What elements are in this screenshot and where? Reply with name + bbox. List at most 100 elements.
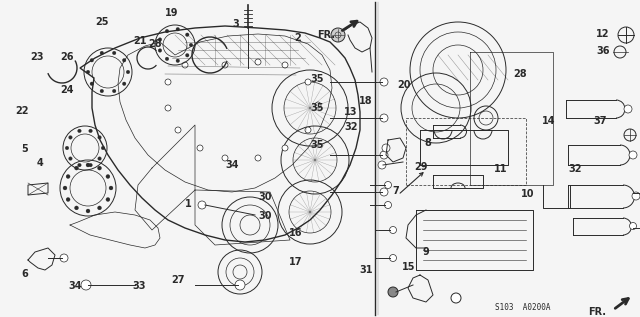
Circle shape bbox=[90, 58, 93, 62]
Circle shape bbox=[305, 79, 311, 85]
Circle shape bbox=[126, 70, 130, 74]
Text: 6: 6 bbox=[21, 269, 28, 279]
Text: 10: 10 bbox=[521, 189, 535, 199]
Circle shape bbox=[68, 136, 72, 139]
Text: 2: 2 bbox=[294, 33, 301, 43]
Circle shape bbox=[109, 186, 113, 190]
Circle shape bbox=[122, 58, 126, 62]
Circle shape bbox=[197, 145, 203, 151]
Circle shape bbox=[89, 129, 92, 133]
Circle shape bbox=[74, 166, 79, 170]
Circle shape bbox=[101, 146, 105, 150]
Circle shape bbox=[380, 188, 388, 196]
Text: 30: 30 bbox=[259, 211, 273, 221]
Circle shape bbox=[97, 206, 102, 210]
Circle shape bbox=[89, 163, 92, 167]
Circle shape bbox=[624, 105, 632, 113]
Circle shape bbox=[378, 161, 386, 169]
Circle shape bbox=[68, 157, 72, 160]
Circle shape bbox=[86, 70, 90, 74]
Circle shape bbox=[630, 223, 637, 230]
Circle shape bbox=[86, 163, 90, 167]
Circle shape bbox=[388, 287, 398, 297]
Text: 5: 5 bbox=[21, 144, 28, 154]
Circle shape bbox=[74, 206, 79, 210]
Text: 33: 33 bbox=[132, 281, 147, 291]
Text: 21: 21 bbox=[132, 36, 147, 46]
Circle shape bbox=[380, 114, 388, 122]
Circle shape bbox=[390, 255, 397, 262]
Text: 12: 12 bbox=[596, 29, 610, 39]
Text: 1: 1 bbox=[186, 199, 192, 210]
Circle shape bbox=[451, 293, 461, 303]
Text: 32: 32 bbox=[568, 164, 582, 174]
Circle shape bbox=[629, 151, 637, 159]
Circle shape bbox=[175, 127, 181, 133]
Circle shape bbox=[380, 78, 388, 86]
Circle shape bbox=[98, 157, 101, 160]
Circle shape bbox=[66, 174, 70, 178]
Text: FR.: FR. bbox=[588, 307, 606, 317]
Text: 35: 35 bbox=[310, 74, 324, 84]
Circle shape bbox=[255, 59, 261, 65]
Circle shape bbox=[198, 201, 206, 209]
Circle shape bbox=[189, 43, 193, 47]
Circle shape bbox=[385, 182, 392, 189]
Circle shape bbox=[100, 51, 104, 55]
Circle shape bbox=[106, 197, 110, 202]
Text: 14: 14 bbox=[542, 116, 556, 126]
Text: 23: 23 bbox=[30, 52, 44, 62]
Circle shape bbox=[385, 202, 392, 209]
Circle shape bbox=[165, 79, 171, 85]
Circle shape bbox=[176, 28, 180, 31]
Circle shape bbox=[382, 144, 390, 152]
Circle shape bbox=[390, 227, 397, 234]
Circle shape bbox=[106, 174, 110, 178]
Text: 20: 20 bbox=[397, 80, 412, 90]
Text: 16: 16 bbox=[289, 228, 303, 238]
Circle shape bbox=[77, 163, 81, 167]
Circle shape bbox=[331, 28, 345, 42]
Circle shape bbox=[81, 280, 91, 290]
Circle shape bbox=[282, 62, 288, 68]
Circle shape bbox=[77, 129, 81, 133]
Text: 35: 35 bbox=[310, 140, 324, 150]
Text: 24: 24 bbox=[60, 85, 74, 95]
Text: 26: 26 bbox=[60, 52, 74, 62]
Text: 32: 32 bbox=[344, 122, 358, 133]
Text: 29: 29 bbox=[414, 162, 428, 172]
Circle shape bbox=[63, 186, 67, 190]
Text: S103  A0200A: S103 A0200A bbox=[495, 303, 551, 313]
Circle shape bbox=[255, 155, 261, 161]
Circle shape bbox=[165, 105, 171, 111]
Text: 22: 22 bbox=[15, 106, 29, 116]
Text: 28: 28 bbox=[148, 39, 162, 49]
Text: 4: 4 bbox=[36, 158, 43, 168]
Circle shape bbox=[113, 89, 116, 93]
Text: 28: 28 bbox=[513, 69, 527, 80]
Circle shape bbox=[158, 49, 162, 52]
Circle shape bbox=[222, 155, 228, 161]
Circle shape bbox=[186, 54, 189, 57]
Text: 27: 27 bbox=[171, 275, 185, 285]
Circle shape bbox=[100, 89, 104, 93]
Circle shape bbox=[165, 29, 169, 33]
Text: FR.: FR. bbox=[317, 30, 335, 40]
Circle shape bbox=[182, 62, 188, 68]
Circle shape bbox=[315, 102, 321, 108]
Circle shape bbox=[186, 33, 189, 36]
Text: 18: 18 bbox=[359, 96, 373, 106]
Circle shape bbox=[305, 127, 311, 133]
Circle shape bbox=[282, 145, 288, 151]
Circle shape bbox=[90, 82, 93, 86]
Text: 8: 8 bbox=[424, 138, 431, 148]
Circle shape bbox=[86, 209, 90, 213]
Text: 35: 35 bbox=[310, 103, 324, 113]
Circle shape bbox=[222, 62, 228, 68]
Text: 25: 25 bbox=[95, 17, 109, 27]
Circle shape bbox=[176, 59, 180, 62]
Circle shape bbox=[60, 254, 68, 262]
Text: 34: 34 bbox=[225, 160, 239, 171]
Circle shape bbox=[235, 280, 245, 290]
Circle shape bbox=[65, 146, 69, 150]
